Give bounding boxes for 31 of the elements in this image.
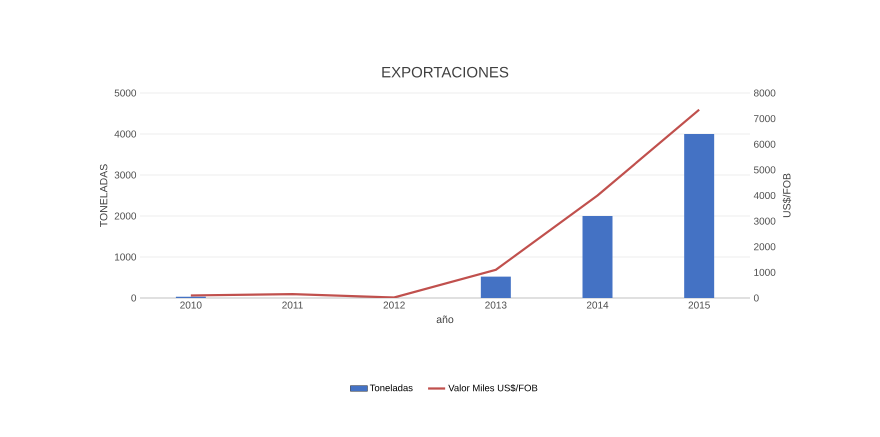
legend-label: Valor Miles US$/FOB	[448, 384, 538, 392]
y-tick-label: 3000	[114, 171, 136, 179]
x-tick-label: 2011	[282, 302, 303, 309]
y2-axis-title: US$/FOB	[782, 174, 792, 218]
y-tick-label: 2000	[114, 212, 136, 220]
x-tick-label: 2015	[688, 302, 710, 309]
chart-title: EXPORTACIONES	[382, 66, 508, 78]
y2-tick-label: 0	[754, 294, 759, 302]
bar	[684, 134, 714, 298]
y-axis-title: TONELADAS	[100, 164, 108, 227]
x-tick-label: 2013	[485, 302, 507, 309]
y2-tick-label: 3000	[754, 218, 776, 225]
y2-tick-label: 5000	[754, 166, 776, 174]
line-series	[190, 108, 700, 298]
y-tick-label: 1000	[114, 253, 136, 261]
x-axis-title: año	[436, 315, 454, 324]
y-tick-label: 4000	[114, 130, 136, 138]
y-tick-label: 5000	[114, 89, 136, 97]
y2-tick-label: 7000	[754, 115, 776, 122]
y2-tick-label: 2000	[754, 243, 776, 250]
bar	[480, 276, 511, 298]
x-tick-label: 2010	[180, 302, 202, 309]
x-tick-label: 2012	[384, 302, 405, 309]
y-tick-label: 0	[131, 294, 136, 302]
y2-tick-label: 8000	[754, 89, 776, 97]
y2-tick-label: 4000	[754, 192, 776, 200]
legend-label: Toneladas	[370, 384, 413, 392]
y2-tick-label: 6000	[754, 140, 776, 148]
x-tick-label: 2014	[586, 302, 608, 309]
bar	[582, 216, 613, 298]
y2-tick-label: 1000	[754, 268, 776, 276]
